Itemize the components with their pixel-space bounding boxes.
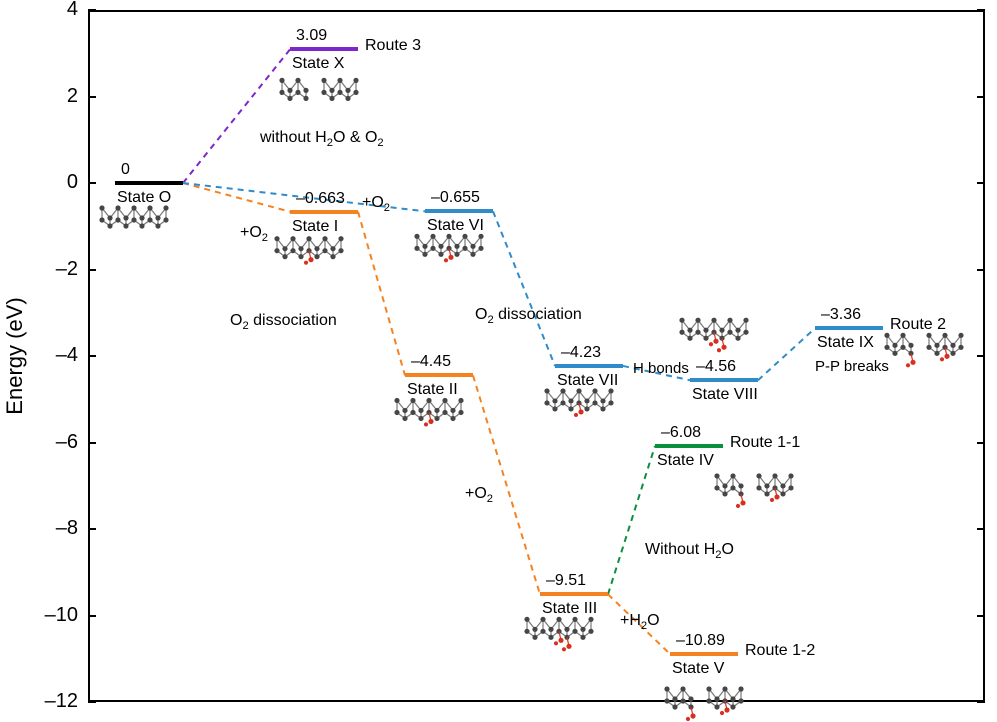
annotation: O2 dissociation <box>475 306 582 326</box>
energy-value-II: –4.45 <box>411 353 451 371</box>
energy-level-VIII <box>690 378 758 382</box>
y-tick-label: –8 <box>28 517 78 540</box>
energy-value-IX: –3.36 <box>821 306 861 324</box>
energy-level-III <box>540 592 608 596</box>
molecule-III <box>524 617 593 652</box>
annotation: without H2O & O2 <box>260 129 384 149</box>
energy-level-I <box>290 210 358 214</box>
y-tick-label: 0 <box>28 171 78 194</box>
annotation: Route 2 <box>890 316 946 334</box>
y-tick-label: –10 <box>28 604 78 627</box>
y-tick-mark <box>88 355 96 357</box>
connector-I-II <box>358 212 405 376</box>
y-tick-mark <box>88 96 96 98</box>
state-label-I: State I <box>292 218 338 236</box>
energy-value-III: –9.51 <box>546 572 586 590</box>
y-tick-mark <box>977 355 985 357</box>
y-tick-mark <box>88 615 96 617</box>
y-tick-mark <box>88 182 96 184</box>
annotation: +H2O <box>620 612 660 632</box>
molecule-IV <box>714 473 793 508</box>
annotation: O2 dissociation <box>230 312 337 332</box>
state-label-VIII: State VIII <box>692 386 758 404</box>
state-label-X: State X <box>292 55 344 73</box>
y-tick-mark <box>977 96 985 98</box>
y-tick-label: 2 <box>28 85 78 108</box>
annotation: +O2 <box>465 485 493 505</box>
annotation: Route 1-2 <box>745 642 815 660</box>
energy-level-IX <box>815 326 883 330</box>
energy-level-II <box>405 373 473 377</box>
y-tick-mark <box>88 442 96 444</box>
energy-value-VI: –0.655 <box>431 189 480 207</box>
energy-level-X <box>290 47 358 51</box>
y-tick-label: –4 <box>28 344 78 367</box>
y-tick-mark <box>977 442 985 444</box>
energy-diagram: Energy (eV) –12–10–8–6–4–20240State O3.0… <box>0 0 997 722</box>
molecule-IX <box>884 333 963 368</box>
connector-O-X <box>183 49 290 183</box>
state-label-VI: State VI <box>427 217 484 235</box>
state-label-II: State II <box>407 381 458 399</box>
y-tick-mark <box>977 615 985 617</box>
energy-value-I: –0.663 <box>296 190 345 208</box>
energy-level-VII <box>555 364 623 368</box>
y-tick-mark <box>977 182 985 184</box>
annotation: Without H2O <box>645 541 734 561</box>
annotation: Route 1-1 <box>730 434 800 452</box>
molecule-O <box>99 205 168 228</box>
y-tick-mark <box>977 528 985 530</box>
y-tick-mark <box>88 269 96 271</box>
y-tick-label: –2 <box>28 258 78 281</box>
molecule-VI <box>414 234 483 263</box>
annotation: H bonds <box>633 360 689 377</box>
connector-VIII-IX <box>758 328 815 380</box>
molecule-VIII <box>679 318 748 353</box>
annotation: Route 3 <box>365 37 421 55</box>
annotation: +O2 <box>240 224 268 244</box>
energy-value-V: –10.89 <box>676 632 725 650</box>
state-label-IV: State IV <box>657 452 714 470</box>
state-label-III: State III <box>542 600 597 618</box>
molecule-V <box>664 686 743 721</box>
molecule-VII <box>544 388 613 417</box>
connector-O-I <box>183 183 290 212</box>
y-tick-label: –12 <box>28 690 78 713</box>
state-label-V: State V <box>672 660 724 678</box>
molecule-I <box>274 236 343 265</box>
energy-value-VII: –4.23 <box>561 344 601 362</box>
y-tick-mark <box>88 701 96 703</box>
y-tick-label: 4 <box>28 0 78 21</box>
annotation: P-P breaks <box>815 358 889 375</box>
energy-level-V <box>670 652 738 656</box>
energy-value-VIII: –4.56 <box>696 358 736 376</box>
energy-value-X: 3.09 <box>296 27 327 45</box>
energy-value-O: 0 <box>121 161 130 179</box>
y-tick-label: –6 <box>28 431 78 454</box>
state-label-VII: State VII <box>557 372 618 390</box>
annotation: +O2 <box>362 194 390 214</box>
y-tick-mark <box>88 528 96 530</box>
energy-level-VI <box>425 209 493 213</box>
molecule-X <box>279 78 358 101</box>
connector-VI-VII <box>493 211 555 366</box>
energy-level-O <box>115 181 183 185</box>
energy-value-IV: –6.08 <box>661 424 701 442</box>
state-label-IX: State IX <box>817 334 874 352</box>
y-tick-mark <box>977 9 985 11</box>
state-label-O: State O <box>117 189 171 207</box>
molecule-II <box>394 398 463 427</box>
y-tick-mark <box>977 701 985 703</box>
y-tick-mark <box>88 9 96 11</box>
energy-level-IV <box>655 444 723 448</box>
y-tick-mark <box>977 269 985 271</box>
connector-III-IV <box>608 446 655 594</box>
